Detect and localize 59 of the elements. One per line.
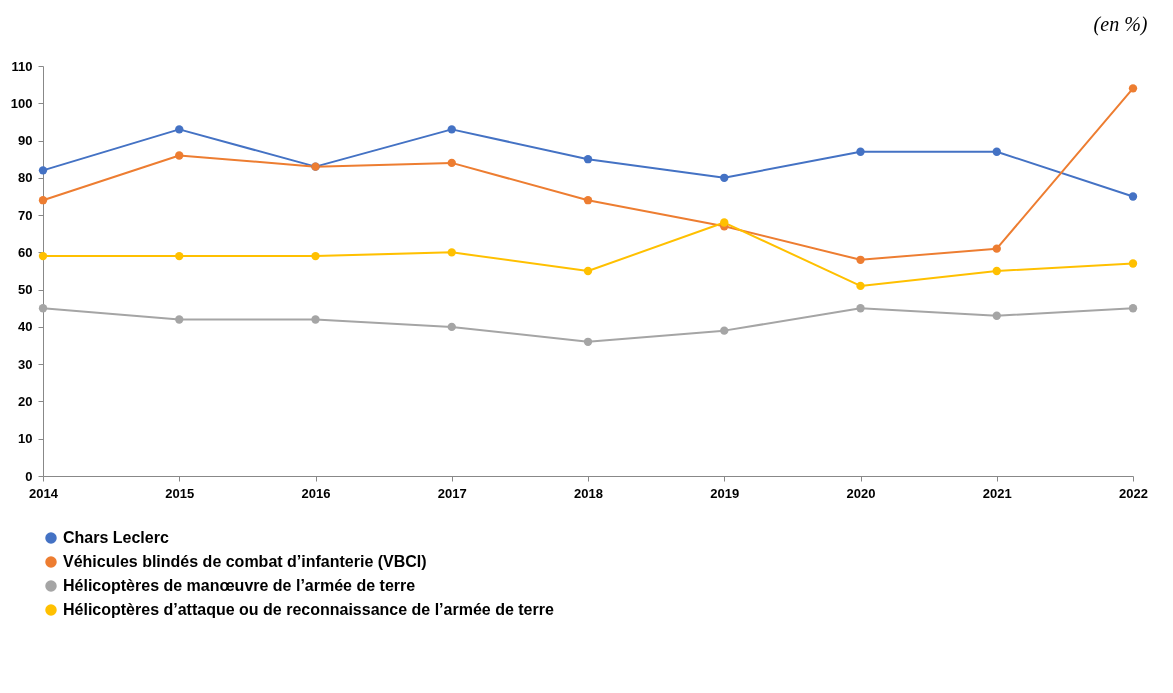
y-tick-label: 80 <box>18 170 33 186</box>
y-tick-label: 50 <box>18 282 33 298</box>
y-tick-label: 110 <box>11 58 33 74</box>
point <box>992 311 1001 320</box>
point <box>992 266 1001 276</box>
y-tick-label: 40 <box>18 319 33 335</box>
point <box>175 151 184 160</box>
point <box>1128 192 1138 201</box>
y-tick-label: 30 <box>18 356 33 372</box>
point <box>1128 259 1138 268</box>
x-tick-label: 2019 <box>710 485 740 501</box>
point <box>447 125 456 134</box>
legend-label: Hélicoptères de manœuvre de l’armée de terre <box>63 577 416 594</box>
point <box>856 281 865 291</box>
point <box>447 248 456 257</box>
point <box>38 166 48 175</box>
point <box>38 304 48 313</box>
point <box>311 251 320 261</box>
point <box>1128 84 1138 93</box>
y-tick-label: 60 <box>18 244 33 260</box>
point <box>311 315 320 324</box>
point <box>720 326 729 335</box>
point <box>992 147 1001 156</box>
point <box>447 158 456 168</box>
point <box>175 125 184 134</box>
y-tick-label: 90 <box>18 133 33 149</box>
y-tick-label: 70 <box>18 207 33 223</box>
x-tick-label: 2020 <box>846 485 876 501</box>
x-tick-label: 2021 <box>982 485 1012 501</box>
point <box>1128 304 1138 313</box>
x-tick-label: 2016 <box>301 485 331 501</box>
text: (en %) <box>1093 13 1148 36</box>
x-tick-label: 2022 <box>1119 485 1148 501</box>
point <box>856 147 865 156</box>
x-tick-label: 2018 <box>574 485 603 501</box>
y-tick-label: 0 <box>25 468 33 484</box>
point <box>38 196 48 205</box>
legend-label: Chars Leclerc <box>63 529 169 546</box>
x-tick-label: 2014 <box>29 485 59 501</box>
y-tick-label: 10 <box>18 431 33 447</box>
point <box>447 322 456 332</box>
point <box>856 304 865 313</box>
point <box>38 251 48 261</box>
y-tick-label: 100 <box>10 95 33 111</box>
point <box>720 173 729 182</box>
point <box>720 218 729 227</box>
point <box>583 155 593 164</box>
y-tick-label: 20 <box>18 393 33 409</box>
point <box>856 255 865 264</box>
point <box>583 266 593 276</box>
legend-label: Hélicoptères d’attaque ou de reconnaissance de l’armée de terre <box>63 601 554 618</box>
x-tick-label: 2015 <box>165 485 195 501</box>
point <box>583 337 593 346</box>
legend-label: Véhicules blindés de combat d’infanterie (VBCI) <box>63 553 427 570</box>
point <box>583 196 593 205</box>
point <box>175 251 184 261</box>
point <box>175 315 184 324</box>
x-tick-label: 2017 <box>437 485 467 501</box>
point <box>992 244 1001 253</box>
